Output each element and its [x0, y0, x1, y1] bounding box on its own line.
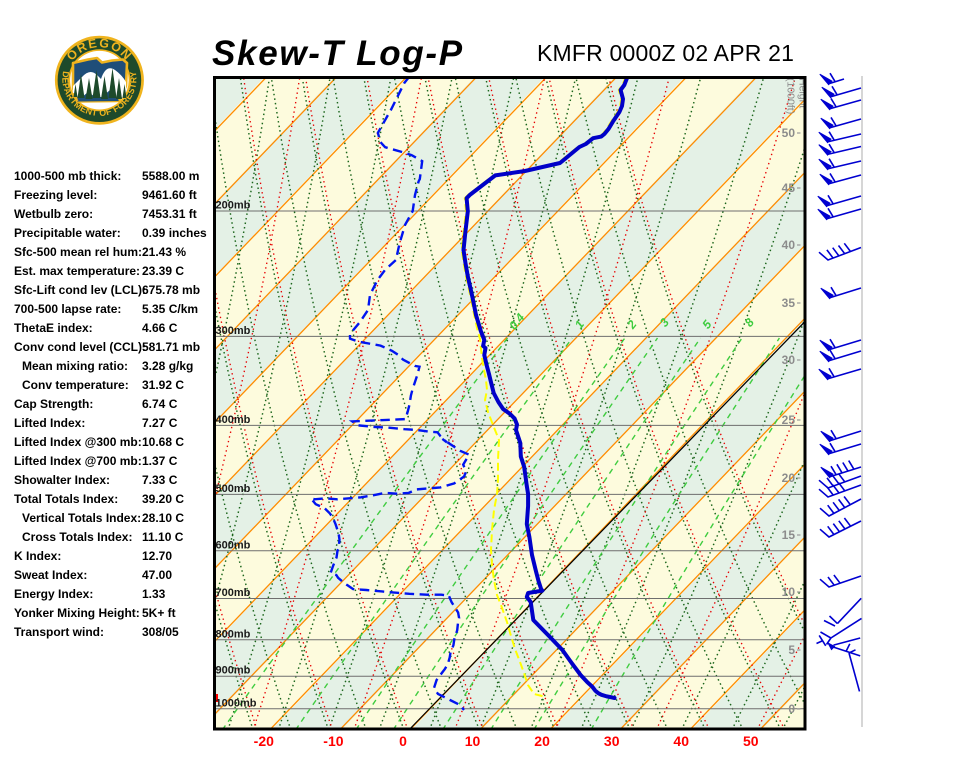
svg-text:7.27 C: 7.27 C [142, 416, 178, 430]
svg-text:900mb: 900mb [216, 665, 251, 677]
svg-text:30: 30 [604, 733, 620, 749]
svg-text:ThetaE index:: ThetaE index: [14, 321, 93, 335]
svg-text:10.68 C: 10.68 C [142, 435, 184, 449]
svg-text:Precipitable water:: Precipitable water: [14, 226, 121, 240]
svg-text:45: 45 [782, 181, 796, 195]
svg-text:400mb: 400mb [216, 414, 251, 426]
svg-text:1000-500 mb thick:: 1000-500 mb thick: [14, 169, 121, 183]
svg-text:15: 15 [782, 528, 796, 542]
svg-text:200mb: 200mb [216, 200, 251, 212]
svg-text:600mb: 600mb [216, 539, 251, 551]
svg-text:21.43 %: 21.43 % [142, 245, 186, 259]
svg-text:K Index:: K Index: [14, 549, 61, 563]
svg-text:12.70: 12.70 [142, 549, 172, 563]
svg-text:Height: Height [797, 78, 809, 108]
svg-text:11.10 C: 11.10 C [142, 530, 184, 544]
svg-text:10: 10 [465, 733, 481, 749]
svg-text:Sfc-500 mean rel hum:: Sfc-500 mean rel hum: [14, 245, 142, 259]
svg-text:1000mb: 1000mb [216, 697, 257, 709]
svg-text:300mb: 300mb [216, 325, 251, 337]
svg-text:3.28 g/kg: 3.28 g/kg [142, 359, 193, 373]
svg-text:Showalter Index:: Showalter Index: [14, 473, 110, 487]
svg-text:6.74 C: 6.74 C [142, 397, 178, 411]
svg-text:-10: -10 [323, 733, 343, 749]
svg-text:7.33 C: 7.33 C [142, 473, 178, 487]
svg-text:20: 20 [534, 733, 550, 749]
svg-text:581.71 mb: 581.71 mb [142, 340, 200, 354]
svg-text:Cap Strength:: Cap Strength: [14, 397, 93, 411]
svg-text:9461.60 ft: 9461.60 ft [142, 188, 197, 202]
svg-text:Skew-T Log-P: Skew-T Log-P [212, 34, 464, 73]
svg-text:39.20 C: 39.20 C [142, 492, 184, 506]
svg-text:5588.00 m: 5588.00 m [142, 169, 199, 183]
svg-text:500mb: 500mb [216, 483, 251, 495]
svg-text:KMFR 0000Z 02 APR 21: KMFR 0000Z 02 APR 21 [537, 40, 794, 66]
svg-text:Conv cond level (CCL):: Conv cond level (CCL): [14, 340, 146, 354]
svg-text:700-500 lapse rate:: 700-500 lapse rate: [14, 302, 121, 316]
svg-text:308/05: 308/05 [142, 625, 179, 639]
svg-text:700mb: 700mb [216, 587, 251, 599]
svg-text:0: 0 [788, 702, 795, 716]
svg-text:(1000ft): (1000ft) [785, 78, 797, 114]
svg-text:0: 0 [399, 733, 407, 749]
svg-text:35: 35 [782, 296, 796, 310]
svg-text:5K+ ft: 5K+ ft [142, 606, 176, 620]
svg-text:Energy Index:: Energy Index: [14, 587, 93, 601]
svg-text:30: 30 [782, 353, 796, 367]
svg-text:50: 50 [743, 733, 759, 749]
svg-text:0.39 inches: 0.39 inches [142, 226, 207, 240]
svg-text:Conv temperature:: Conv temperature: [22, 378, 129, 392]
svg-text:20: 20 [782, 471, 796, 485]
svg-text:Total Totals Index:: Total Totals Index: [14, 492, 118, 506]
svg-text:5: 5 [788, 643, 795, 657]
svg-text:Transport wind:: Transport wind: [14, 625, 104, 639]
svg-text:23.39 C: 23.39 C [142, 264, 184, 278]
svg-text:25: 25 [782, 413, 796, 427]
svg-text:Lifted Index @700 mb:: Lifted Index @700 mb: [14, 454, 142, 468]
svg-text:Yonker Mixing Height:: Yonker Mixing Height: [14, 606, 140, 620]
svg-text:Sfc-Lift cond lev (LCL):: Sfc-Lift cond lev (LCL): [14, 283, 146, 297]
svg-text:1.33: 1.33 [142, 587, 166, 601]
svg-text:675.78 mb: 675.78 mb [142, 283, 200, 297]
svg-text:5.35 C/km: 5.35 C/km [142, 302, 198, 316]
svg-text:28.10 C: 28.10 C [142, 511, 184, 525]
svg-text:Lifted Index:: Lifted Index: [14, 416, 85, 430]
svg-text:40: 40 [782, 238, 796, 252]
svg-text:40: 40 [673, 733, 689, 749]
svg-text:Lifted Index @300 mb:: Lifted Index @300 mb: [14, 435, 142, 449]
svg-text:Mean mixing ratio:: Mean mixing ratio: [22, 359, 128, 373]
svg-text:4.66 C: 4.66 C [142, 321, 178, 335]
svg-text:1.37 C: 1.37 C [142, 454, 178, 468]
svg-text:50: 50 [782, 126, 796, 140]
svg-text:7453.31 ft: 7453.31 ft [142, 207, 197, 221]
svg-text:800mb: 800mb [216, 628, 251, 640]
svg-text:Cross Totals Index:: Cross Totals Index: [22, 530, 132, 544]
svg-text:Sweat Index:: Sweat Index: [14, 568, 87, 582]
svg-text:Est. max temperature:: Est. max temperature: [14, 264, 140, 278]
svg-text:-20: -20 [254, 733, 274, 749]
svg-text:Vertical Totals Index:: Vertical Totals Index: [22, 511, 141, 525]
svg-text:Wetbulb zero:: Wetbulb zero: [14, 207, 93, 221]
svg-text:10: 10 [782, 585, 796, 599]
svg-text:Freezing level:: Freezing level: [14, 188, 97, 202]
svg-text:31.92 C: 31.92 C [142, 378, 184, 392]
svg-text:47.00: 47.00 [142, 568, 172, 582]
